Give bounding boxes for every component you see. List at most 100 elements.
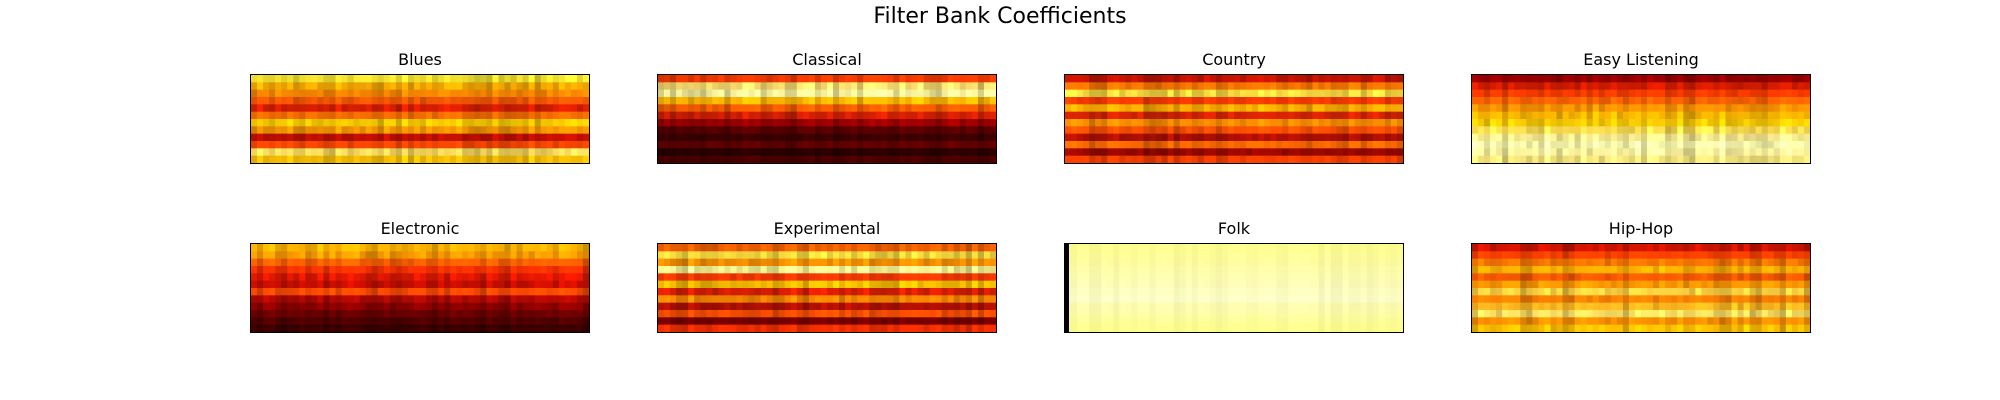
heatmap-cell <box>1526 266 1533 274</box>
heatmap-cell <box>438 295 445 304</box>
heatmap-cell <box>1508 126 1515 135</box>
heatmap-cell <box>857 126 864 135</box>
heatmap-cell <box>670 97 677 105</box>
heatmap-cell <box>293 111 300 120</box>
heatmap-cell <box>1773 251 1781 260</box>
heatmap-cell <box>814 148 822 157</box>
heatmap-cell <box>1574 141 1582 149</box>
heatmap-cell <box>1107 111 1114 120</box>
heatmap-cell <box>299 324 306 332</box>
heatmap-cell <box>1538 82 1546 91</box>
heatmap-cell <box>1360 266 1368 274</box>
heatmap-cell <box>401 155 409 163</box>
heatmap-cell <box>438 280 445 289</box>
heatmap-cell <box>1300 133 1308 142</box>
heatmap-cell <box>1372 280 1380 289</box>
heatmap-cell <box>1508 104 1515 113</box>
heatmap-cell <box>911 288 919 296</box>
heatmap-cell <box>1689 258 1696 267</box>
heatmap-cell <box>1550 141 1558 149</box>
heatmap-cell <box>1683 82 1690 91</box>
heatmap-cell <box>287 280 294 289</box>
heatmap-cell <box>706 273 713 282</box>
heatmap-cell <box>718 126 725 135</box>
heatmap-cell <box>582 317 589 326</box>
heatmap-cell <box>869 244 876 252</box>
heatmap-cell <box>706 126 713 135</box>
heatmap-cell <box>1508 89 1515 98</box>
heatmap-cell <box>1312 133 1320 142</box>
heatmap-cell <box>1294 266 1301 274</box>
heatmap-cell <box>570 133 578 142</box>
heatmap-cell <box>1185 302 1193 311</box>
heatmap-cell <box>1725 126 1733 135</box>
heatmap-cell <box>977 310 985 318</box>
heatmap-cell <box>1622 126 1630 135</box>
heatmap-cell <box>329 251 337 260</box>
heatmap-cell <box>480 251 487 260</box>
heatmap-cell <box>468 148 475 157</box>
heatmap-cell <box>1641 244 1648 252</box>
heatmap-cell <box>1372 148 1380 157</box>
heatmap-cell <box>1502 126 1509 135</box>
heatmap-cell <box>432 141 439 149</box>
heatmap-cell <box>257 302 264 311</box>
heatmap-cell <box>1478 273 1485 282</box>
heatmap-cell <box>546 155 554 163</box>
heatmap-cell <box>389 89 397 98</box>
heatmap-cell <box>1312 266 1320 274</box>
heatmap-cell <box>432 251 439 260</box>
heatmap-cell <box>287 104 294 113</box>
heatmap-cell <box>1330 258 1338 267</box>
heatmap-cell <box>1125 119 1132 127</box>
heatmap-cell <box>413 75 421 83</box>
heatmap-cell <box>420 104 427 113</box>
heatmap-cell <box>1306 266 1314 274</box>
heatmap-cell <box>802 148 810 157</box>
heatmap-cell <box>1707 75 1715 83</box>
heatmap-cell <box>1520 251 1527 260</box>
heatmap-cell <box>1258 155 1265 163</box>
heatmap-cell <box>1568 251 1576 260</box>
heatmap-cell <box>1550 148 1558 157</box>
heatmap-cell <box>1173 302 1181 311</box>
heatmap-cell <box>1330 111 1338 120</box>
heatmap-cell <box>1330 324 1338 332</box>
heatmap-cell <box>1240 141 1247 149</box>
heatmap-cell <box>516 104 524 113</box>
heatmap-cell <box>1360 126 1368 135</box>
heatmap-cell <box>1725 266 1733 274</box>
heatmap-cell <box>1276 133 1283 142</box>
heatmap-cell <box>1167 133 1175 142</box>
heatmap-cell <box>371 89 379 98</box>
heatmap-cell <box>893 273 901 282</box>
heatmap-cell <box>1173 258 1181 267</box>
heatmap-cell <box>658 273 665 282</box>
heatmap-cell <box>1390 126 1398 135</box>
heatmap-cell <box>462 280 469 289</box>
heatmap-cell <box>1647 273 1654 282</box>
heatmap-cell <box>1354 126 1362 135</box>
heatmap-cell <box>546 310 554 318</box>
heatmap-cell <box>510 244 518 252</box>
heatmap-cell <box>311 273 318 282</box>
heatmap-cell <box>989 280 996 289</box>
heatmap-cell <box>1252 141 1259 149</box>
heatmap-cell <box>1336 141 1344 149</box>
heatmap-cell <box>1354 310 1362 318</box>
heatmap-cell <box>468 75 475 83</box>
heatmap-cell <box>504 258 512 267</box>
heatmap-cell <box>1574 89 1582 98</box>
heatmap-cell <box>1348 104 1356 113</box>
heatmap-cell <box>875 111 882 120</box>
heatmap-cell <box>1234 258 1241 267</box>
heatmap-cell <box>1797 141 1805 149</box>
heatmap-cell <box>1773 258 1781 267</box>
heatmap-cell <box>923 141 931 149</box>
heatmap-cell <box>444 155 451 163</box>
heatmap-cell <box>335 97 343 105</box>
heatmap-cell <box>1276 75 1283 83</box>
heatmap-cell <box>498 155 506 163</box>
heatmap-cell <box>953 82 961 91</box>
heatmap-cell <box>1312 324 1320 332</box>
